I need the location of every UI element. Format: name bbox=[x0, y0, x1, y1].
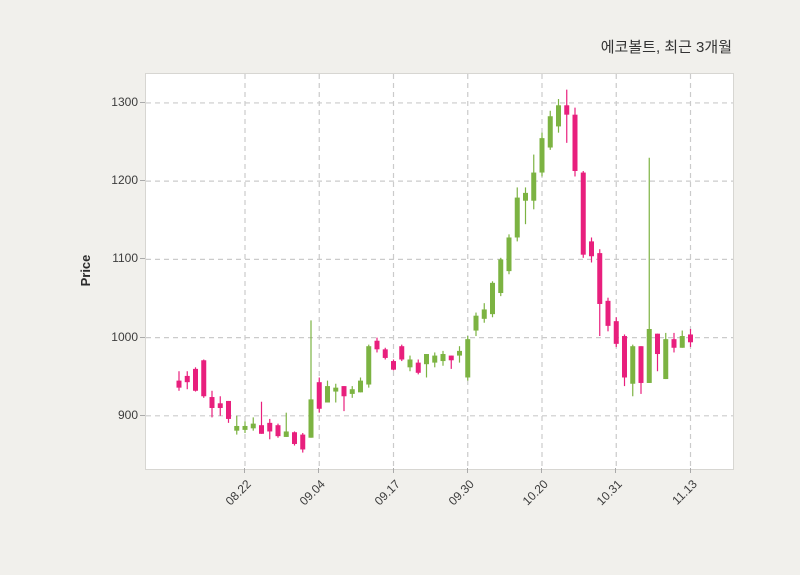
candle-body bbox=[382, 349, 388, 358]
x-tick-mark bbox=[615, 468, 617, 473]
candle-body bbox=[234, 425, 240, 431]
y-tick-mark bbox=[140, 180, 145, 182]
x-tick-mark bbox=[466, 468, 468, 473]
candle-body bbox=[605, 300, 611, 326]
candle-body bbox=[589, 241, 594, 257]
candle-body bbox=[688, 334, 693, 343]
candle-body bbox=[193, 368, 198, 391]
candle-body bbox=[242, 425, 248, 430]
candle-body bbox=[275, 425, 281, 437]
x-tick-mark bbox=[541, 468, 542, 473]
candle-body bbox=[424, 354, 429, 365]
candle-body bbox=[259, 425, 264, 434]
candle-body bbox=[498, 259, 504, 294]
candle-body bbox=[308, 399, 314, 438]
candle-body bbox=[267, 422, 273, 432]
candle-body bbox=[531, 172, 537, 201]
candle-body bbox=[655, 333, 660, 355]
y-tick-label: 1100 bbox=[112, 251, 138, 266]
x-tick-label: 08.22 bbox=[222, 477, 254, 509]
candle-body bbox=[209, 397, 215, 408]
candle-body bbox=[333, 387, 339, 392]
candle-body bbox=[440, 354, 446, 362]
candle-body bbox=[176, 380, 182, 388]
candle-body bbox=[613, 321, 619, 344]
candle-body bbox=[481, 309, 487, 319]
candle-body bbox=[226, 400, 231, 419]
x-tick-mark bbox=[392, 468, 394, 473]
candle-body bbox=[358, 380, 363, 393]
y-tick-mark bbox=[140, 414, 145, 416]
candle-body bbox=[547, 116, 553, 148]
x-tick-mark bbox=[318, 468, 320, 473]
candle-body bbox=[184, 375, 190, 383]
candle-body bbox=[597, 253, 603, 304]
candle-body bbox=[415, 362, 421, 373]
candle-body bbox=[523, 192, 528, 201]
candle-body bbox=[250, 423, 256, 429]
y-tick-mark bbox=[140, 258, 145, 260]
candle-body bbox=[506, 237, 512, 272]
candle-body bbox=[407, 359, 413, 368]
candle-body bbox=[300, 434, 306, 450]
y-axis-label: Price bbox=[78, 254, 93, 287]
x-tick-label: 11.13 bbox=[668, 477, 700, 508]
plot-area bbox=[145, 73, 734, 470]
candle-body bbox=[457, 350, 462, 356]
candle-body bbox=[292, 432, 297, 444]
candle-body bbox=[580, 172, 586, 255]
y-tick-mark bbox=[140, 336, 145, 338]
candle-body bbox=[341, 386, 347, 397]
candle-body bbox=[556, 105, 561, 127]
candle-body bbox=[490, 282, 495, 315]
candle-body bbox=[448, 355, 454, 361]
x-tick-mark bbox=[689, 468, 691, 473]
candle-body bbox=[572, 114, 578, 171]
candle-body bbox=[514, 197, 520, 238]
candlestick-svg bbox=[146, 74, 733, 469]
candle-body bbox=[325, 386, 330, 403]
x-tick-mark bbox=[244, 468, 245, 473]
y-tick-mark bbox=[140, 101, 145, 103]
candle-body bbox=[671, 339, 677, 348]
candle-body bbox=[349, 389, 355, 394]
candle-body bbox=[391, 361, 396, 370]
y-tick-label: 1300 bbox=[111, 94, 138, 109]
candle-body bbox=[539, 138, 545, 173]
y-tick-label: 900 bbox=[117, 407, 138, 422]
candle-body bbox=[663, 339, 669, 380]
candle-body bbox=[217, 403, 223, 408]
candle-body bbox=[432, 355, 438, 363]
candle-body bbox=[622, 336, 627, 378]
candle-body bbox=[630, 346, 636, 384]
candle-body bbox=[283, 431, 289, 437]
candle-body bbox=[465, 339, 471, 378]
candle-body bbox=[366, 346, 372, 385]
chart-title: 에코볼트, 최근 3개월 bbox=[600, 39, 732, 56]
x-tick-label: 09.17 bbox=[371, 477, 403, 509]
x-tick-label: 10.31 bbox=[594, 477, 626, 509]
x-tick-label: 09.30 bbox=[445, 477, 477, 509]
candle-body bbox=[646, 328, 652, 383]
candle-body bbox=[638, 346, 644, 383]
candle-body bbox=[564, 105, 570, 115]
y-tick-label: 1000 bbox=[111, 329, 138, 344]
x-tick-label: 09.04 bbox=[297, 477, 329, 509]
candle-body bbox=[201, 360, 207, 397]
y-tick-label: 1200 bbox=[111, 173, 138, 188]
candle-body bbox=[473, 315, 479, 331]
x-tick-label: 10.20 bbox=[519, 477, 551, 509]
candle-body bbox=[316, 382, 322, 409]
candle-body bbox=[679, 336, 685, 348]
candle-body bbox=[399, 346, 405, 360]
candle-body bbox=[374, 340, 380, 350]
